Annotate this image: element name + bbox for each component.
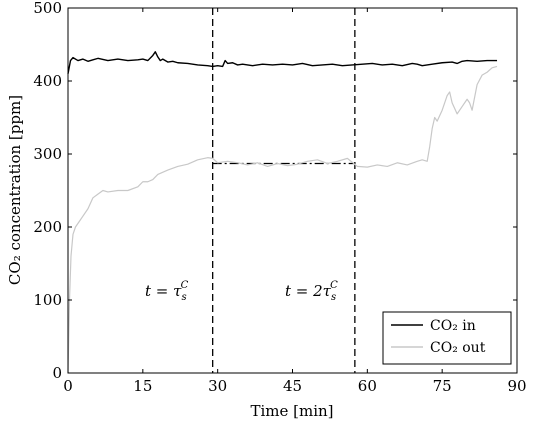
x-tick-label: 90	[507, 377, 526, 395]
y-tick-label: 200	[33, 218, 62, 236]
reference-lines	[212, 8, 356, 373]
x-axis-title: Time [min]	[250, 402, 333, 420]
y-tick-label: 400	[33, 72, 62, 90]
legend: CO₂ in CO₂ out	[382, 311, 512, 365]
y-tick-label: 500	[33, 0, 62, 17]
series-line-0	[67, 51, 498, 74]
series-lines	[67, 51, 498, 374]
legend-label-co2-out: CO₂ out	[430, 340, 486, 356]
y-tick-label: 300	[33, 145, 62, 163]
annotation-t-2tau: t = 2τsC	[285, 280, 338, 303]
annotation-t-tau: t = τsC	[145, 280, 189, 303]
y-tick-label: 0	[52, 364, 62, 382]
annotation-t-2tau-main: t = 2τ	[285, 282, 332, 300]
series-line-1	[67, 65, 498, 374]
x-tick-label: 60	[358, 377, 377, 395]
annotation-t-2tau-sub: s	[331, 292, 336, 303]
svg-text:t = 2τsC: t = 2τsC	[285, 280, 338, 303]
annotation-t-tau-main: t = τ	[145, 282, 182, 300]
y-tick-label: 100	[33, 291, 62, 309]
svg-text:t = τsC: t = τsC	[145, 280, 189, 303]
axis-ticks: 0 15 30 45 60 75 90 0 100 200 300 400 500	[33, 0, 526, 395]
x-tick-label: 75	[433, 377, 452, 395]
annotation-t-2tau-sup: C	[330, 280, 338, 291]
x-tick-label: 45	[283, 377, 302, 395]
x-tick-label: 30	[208, 377, 227, 395]
x-tick-label: 0	[63, 377, 73, 395]
x-tick-label: 15	[133, 377, 152, 395]
annotation-t-tau-sup: C	[181, 280, 189, 291]
annotation-t-tau-sub: s	[181, 292, 186, 303]
legend-box	[382, 311, 512, 365]
legend-label-co2-in: CO₂ in	[430, 318, 476, 334]
y-axis-title: CO₂ concentration [ppm]	[6, 95, 24, 285]
